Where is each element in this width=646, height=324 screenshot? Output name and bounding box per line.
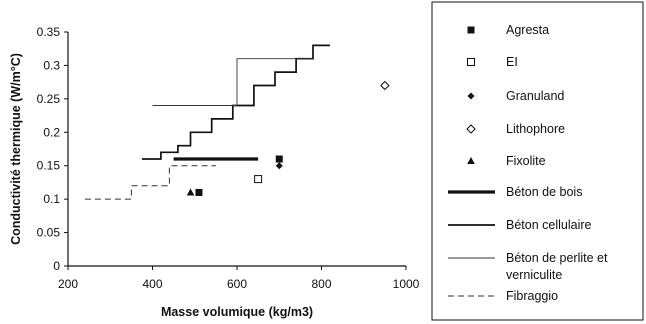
point-2-0 bbox=[275, 162, 283, 170]
y-tick-label: 0.25 bbox=[37, 92, 61, 106]
point-0-1 bbox=[275, 155, 283, 163]
x-tick-label: 800 bbox=[311, 277, 331, 291]
legend-box bbox=[431, 1, 644, 321]
x-tick-label: 200 bbox=[58, 277, 78, 291]
x-tick-label: 600 bbox=[227, 277, 247, 291]
line-series-1 bbox=[141, 44, 330, 160]
y-tick-label: 0.35 bbox=[37, 25, 61, 39]
legend-label-7: Béton de perlite et bbox=[506, 251, 608, 265]
point-0-0 bbox=[195, 188, 203, 196]
legend-symbol-4 bbox=[467, 157, 475, 164]
legend-label-2: Granuland bbox=[506, 89, 564, 103]
point-1-0 bbox=[254, 175, 263, 184]
y-tick-label: 0.05 bbox=[37, 226, 61, 240]
legend-label-4: Fixolite bbox=[506, 154, 546, 168]
legend: Agresta EI Granuland Lithophore Fixolite Béto… bbox=[431, 1, 644, 321]
point-4-0 bbox=[186, 188, 195, 196]
y-tick-label: 0 bbox=[53, 259, 60, 273]
point-3-0 bbox=[380, 80, 390, 91]
legend-label-8: Fibraggio bbox=[506, 289, 558, 303]
y-tick-label: 0.15 bbox=[37, 159, 61, 173]
legend-symbol-0 bbox=[467, 26, 475, 34]
legend-label-6: Béton cellulaire bbox=[506, 218, 592, 232]
y-tick-label: 0.3 bbox=[43, 58, 60, 72]
x-tick-label: 1000 bbox=[393, 277, 420, 291]
line-series-3 bbox=[84, 165, 216, 200]
legend-label-7-line2: verniculite bbox=[506, 268, 562, 282]
legend-symbol-2 bbox=[467, 92, 475, 100]
legend-label-0: Agresta bbox=[506, 23, 549, 37]
y-tick-label: 0.1 bbox=[43, 192, 60, 206]
legend-symbol-1 bbox=[467, 58, 475, 66]
legend-label-5: Béton de bois bbox=[506, 185, 582, 199]
x-tick-label: 400 bbox=[142, 277, 162, 291]
line-series-2 bbox=[152, 58, 313, 106]
plot-area: 0 0.05 0.1 0.15 0.2 0.25 0.3 0.35 200 400 600 800 10… bbox=[9, 25, 420, 319]
y-tick-label: 0.2 bbox=[43, 125, 60, 139]
y-axis-title: Conductivité thermique (W/m°C) bbox=[9, 53, 23, 245]
legend-symbol-3 bbox=[466, 124, 476, 134]
x-axis-title: Masse volumique (kg/m3) bbox=[161, 305, 313, 319]
legend-label-1: EI bbox=[506, 55, 518, 69]
legend-label-3: Lithophore bbox=[506, 122, 565, 136]
